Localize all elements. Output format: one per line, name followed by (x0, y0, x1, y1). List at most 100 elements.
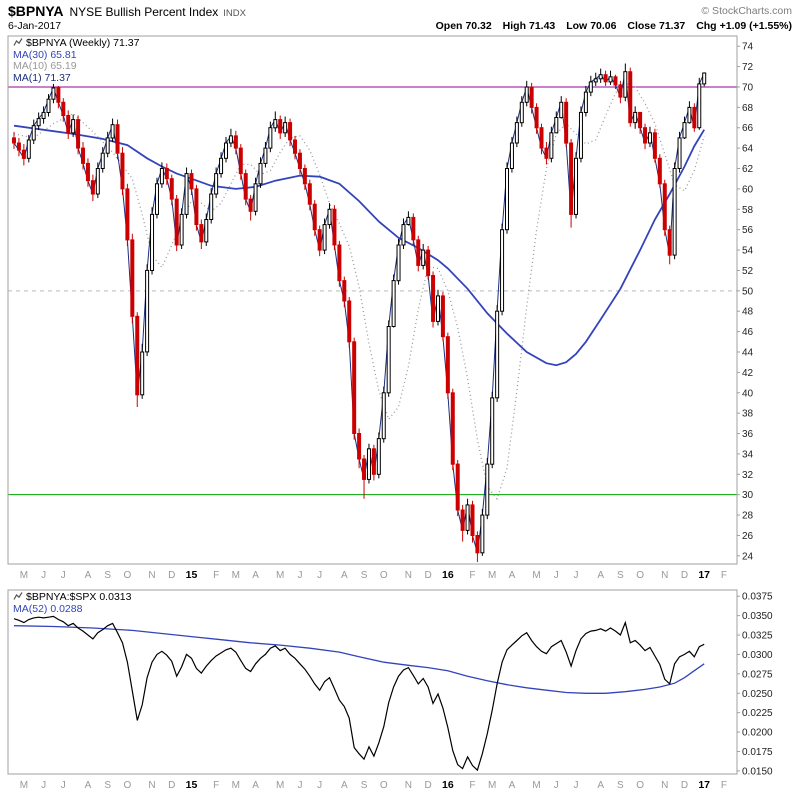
svg-text:50: 50 (742, 286, 754, 297)
svg-text:16: 16 (442, 569, 454, 581)
svg-text:A: A (509, 780, 516, 791)
svg-text:A: A (252, 570, 259, 581)
svg-text:A: A (85, 570, 92, 581)
svg-text:0.0150: 0.0150 (742, 766, 773, 777)
svg-text:M: M (488, 780, 496, 791)
close-label: Close (627, 20, 656, 32)
svg-text:28: 28 (742, 511, 754, 522)
svg-text:S: S (617, 570, 624, 581)
svg-text:34: 34 (742, 449, 754, 460)
svg-text:52: 52 (742, 266, 754, 277)
svg-text:D: D (425, 570, 432, 581)
svg-text:S: S (104, 780, 111, 791)
svg-text:N: N (405, 780, 412, 791)
svg-text:0.0250: 0.0250 (742, 689, 773, 700)
low-value: 70.06 (590, 20, 617, 32)
copyright: © StockCharts.com (701, 5, 792, 17)
svg-text:F: F (469, 570, 475, 581)
chg-value: +1.09 (+1.55%) (719, 20, 792, 32)
svg-text:S: S (361, 570, 368, 581)
svg-text:70: 70 (742, 82, 754, 93)
svg-text:M: M (532, 780, 540, 791)
svg-text:M: M (232, 570, 240, 581)
svg-text:66: 66 (742, 123, 754, 134)
svg-text:0.0225: 0.0225 (742, 708, 773, 719)
svg-text:A: A (341, 780, 348, 791)
svg-text:O: O (123, 570, 131, 581)
svg-text:D: D (168, 570, 175, 581)
chart-date: 6-Jan-2017 (8, 20, 62, 32)
symbol: $BPNYA (8, 3, 64, 19)
svg-text:S: S (104, 570, 111, 581)
svg-text:54: 54 (742, 246, 754, 257)
svg-text:J: J (554, 780, 559, 791)
quote-row: 6-Jan-2017 Open 70.32 High 71.43 Low 70.06 … (8, 20, 792, 34)
svg-text:24: 24 (742, 551, 754, 562)
candles (12, 63, 707, 562)
svg-text:A: A (341, 570, 348, 581)
svg-text:O: O (636, 780, 644, 791)
svg-text:F: F (721, 780, 727, 791)
svg-text:17: 17 (698, 779, 710, 791)
svg-text:15: 15 (186, 779, 198, 791)
svg-text:0.0300: 0.0300 (742, 650, 773, 661)
svg-text:42: 42 (742, 368, 754, 379)
svg-text:0.0350: 0.0350 (742, 611, 773, 622)
main-plot-area (8, 63, 737, 562)
svg-text:O: O (380, 780, 388, 791)
svg-text:J: J (317, 570, 322, 581)
svg-text:17: 17 (698, 569, 710, 581)
svg-text:J: J (61, 570, 66, 581)
svg-text:M: M (20, 780, 28, 791)
svg-text:F: F (213, 570, 219, 581)
svg-text:60: 60 (742, 184, 754, 195)
svg-text:D: D (681, 780, 688, 791)
svg-text:M: M (488, 570, 496, 581)
svg-text:J: J (574, 570, 579, 581)
svg-text:46: 46 (742, 327, 754, 338)
svg-text:A: A (597, 780, 604, 791)
svg-text:J: J (41, 780, 46, 791)
svg-text:68: 68 (742, 103, 754, 114)
svg-text:J: J (297, 780, 302, 791)
svg-text:0.0325: 0.0325 (742, 631, 773, 642)
svg-text:M: M (276, 570, 284, 581)
svg-text:15: 15 (186, 569, 198, 581)
svg-text:M: M (20, 570, 28, 581)
exchange-tag: INDX (223, 8, 246, 19)
svg-text:N: N (148, 570, 155, 581)
svg-text:D: D (168, 780, 175, 791)
high-value: 71.43 (528, 20, 556, 32)
svg-text:38: 38 (742, 409, 754, 420)
svg-text:F: F (469, 780, 475, 791)
svg-text:O: O (636, 570, 644, 581)
svg-text:S: S (361, 780, 368, 791)
svg-text:N: N (405, 570, 412, 581)
svg-text:32: 32 (742, 470, 754, 481)
ratio-plot-area (13, 615, 705, 772)
svg-text:O: O (380, 570, 388, 581)
ohlc-quote: Open 70.32 High 71.43 Low 70.06 Close 71.37 … (436, 20, 792, 32)
svg-text:M: M (276, 780, 284, 791)
svg-text:M: M (232, 780, 240, 791)
open-label: Open (435, 20, 463, 32)
svg-text:A: A (85, 780, 92, 791)
svg-text:72: 72 (742, 62, 754, 73)
svg-text:S: S (617, 780, 624, 791)
svg-text:58: 58 (742, 205, 754, 216)
svg-text:F: F (721, 570, 727, 581)
svg-text:56: 56 (742, 225, 754, 236)
close-value: 71.37 (658, 20, 686, 32)
svg-text:48: 48 (742, 307, 754, 318)
svg-text:0.0275: 0.0275 (742, 669, 773, 680)
svg-text:0.0375: 0.0375 (742, 592, 773, 603)
svg-text:J: J (61, 780, 66, 791)
svg-text:30: 30 (742, 490, 754, 501)
svg-text:64: 64 (742, 144, 754, 155)
svg-text:40: 40 (742, 388, 754, 399)
svg-text:A: A (252, 780, 259, 791)
svg-text:J: J (41, 570, 46, 581)
chart-header: $BPNYA NYSE Bullish Percent Index INDX © S… (8, 3, 792, 20)
index-name: NYSE Bullish Percent Index (69, 5, 219, 19)
